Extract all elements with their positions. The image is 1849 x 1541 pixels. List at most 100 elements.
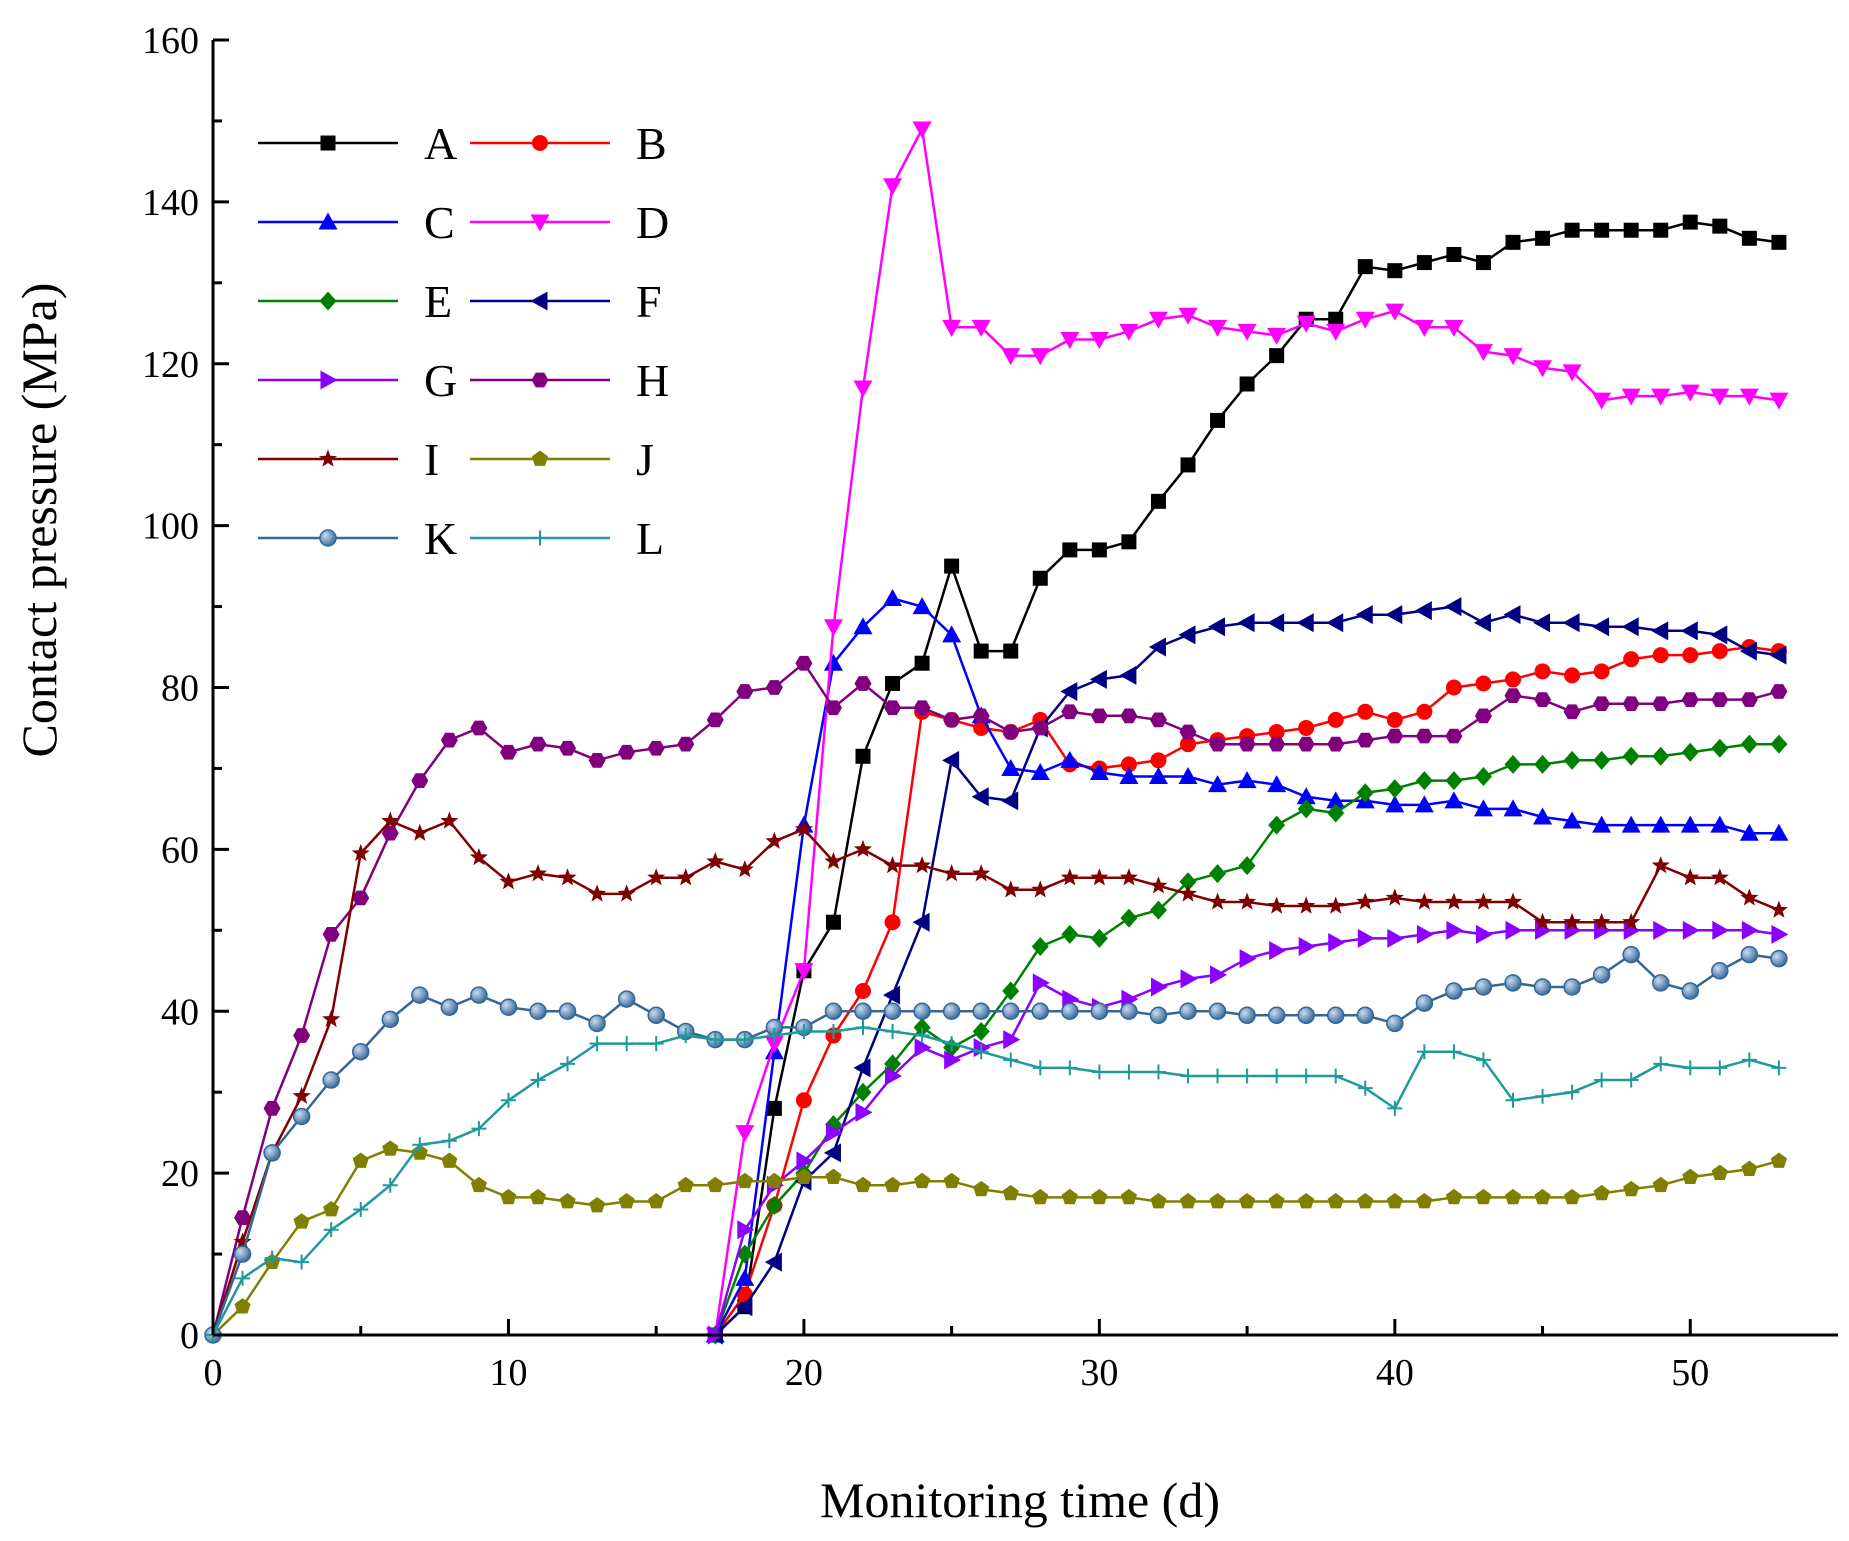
series-c-point [1060,750,1080,768]
series-d-point [1237,323,1257,341]
series-l-point [1121,1064,1137,1080]
series-a-point [1062,542,1078,558]
series-a-point [1091,542,1107,558]
series-i-point [1710,868,1729,886]
series-j-point [1209,1192,1226,1209]
series-f-point [1001,791,1019,811]
series-k-point [440,998,459,1016]
series-a-point [1682,214,1698,230]
series-f-point [1562,613,1580,633]
series-j-point [1416,1192,1433,1209]
series-f-point [1710,625,1728,645]
series-h-point [1622,696,1640,712]
series-f-point [1326,613,1344,633]
series-i-point [1415,892,1434,910]
series-k-point [322,1071,340,1089]
series-e-point [1593,750,1611,770]
series-e-point [1120,908,1138,928]
series-e-point [1002,981,1020,1001]
series-a-point [1653,222,1669,238]
series-f-point [1148,637,1166,657]
series-h-point [440,732,458,748]
series-j-point [1298,1192,1315,1209]
series-l-point [1003,1052,1019,1068]
series-f-point [764,1252,782,1272]
series-f-point [1444,597,1462,617]
series-f-point [1355,605,1373,625]
series-c-point [1651,815,1671,833]
legend-marker-d [530,214,550,232]
series-b-point [1120,756,1137,773]
series-c-point [1208,775,1228,793]
series-j-point [323,1201,340,1217]
series-l-point [707,1032,723,1048]
series-i-point [853,839,873,858]
series-h-point [1386,728,1404,744]
legend-item-l: L [470,513,664,564]
series-d-point [1148,311,1168,329]
series-g-point [1269,941,1287,961]
series-j-point [1504,1188,1522,1205]
series-c-point [1148,767,1168,785]
series-h-point [588,752,606,768]
series-a-point [1003,643,1019,659]
series-k-point [1592,966,1611,984]
series-c-point [1385,795,1405,813]
series-g-point [1210,965,1228,985]
series-k-point [854,1002,872,1020]
series-g-point [1771,924,1789,944]
series-f-point [1060,682,1078,702]
series-k-point [1770,949,1788,968]
legend-item-i: I [258,434,439,485]
legend-label-a: A [424,118,457,169]
series-h-point [470,720,488,736]
series-b-point [1327,711,1344,728]
series-d-point [1178,307,1198,325]
series-i-point [1297,896,1316,914]
series-i-point [676,868,695,886]
series-j-point [559,1192,576,1209]
series-l-point [1564,1084,1580,1100]
series-d-point [1089,331,1109,349]
series-c-point [1473,799,1493,817]
series-j-point [589,1197,606,1213]
series-k-point [558,1002,577,1020]
x-axis-title: Monitoring time (d) [820,1472,1220,1528]
series-a-point [1475,255,1491,271]
series-i-point [1238,892,1257,910]
series-i-point [972,864,991,882]
series-d-point [794,963,814,981]
series-b-point [1150,752,1167,769]
series-i-point [824,852,843,870]
y-axis-title: Contact pressure (MPa) [11,283,67,758]
series-a-point [1269,348,1285,364]
series-k-point [1563,978,1581,996]
series-j-point [618,1192,635,1209]
series-g [707,920,1789,1345]
legend-marker-k [319,529,337,547]
series-h-point [263,1101,281,1116]
series-c-point [912,597,932,615]
series-k-point [1415,994,1434,1012]
series-j-point [382,1140,399,1156]
series-j-line [212,1147,1780,1336]
series-k-point [1061,1002,1079,1020]
legend-marker-f [530,291,548,311]
series-a-point [1032,570,1048,586]
series-k-point [824,1002,843,1020]
series-a-point [1239,376,1255,392]
series-k-point [1474,978,1493,996]
series-i-line [211,819,1780,1336]
series-f-point [1739,641,1757,661]
series-a-point [885,675,901,691]
series-c-point [1001,758,1021,776]
series-h-point [706,712,724,728]
series-k-point [913,1002,931,1020]
series-i-point [1563,912,1582,930]
series-g-point [1387,928,1405,948]
series-f-point [853,1058,871,1078]
series-a-point [1741,230,1757,246]
series-d-point [764,1036,784,1054]
y-tick-label: 80 [161,668,199,710]
series-d-point [1473,344,1493,362]
